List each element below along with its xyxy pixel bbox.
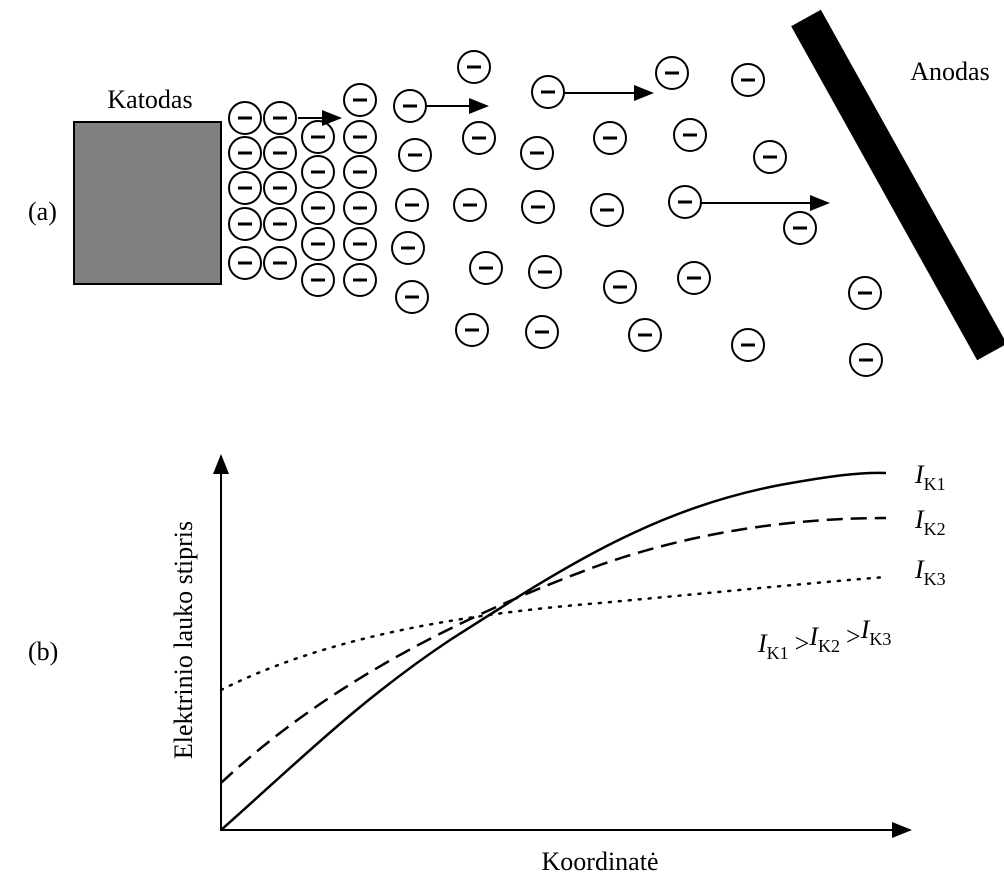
diagram: (a) Katodas Anodas (b) Elektrinio lauko … [0, 0, 1004, 879]
electron [229, 247, 261, 279]
electron [302, 228, 334, 260]
electron [229, 172, 261, 204]
electron [674, 119, 706, 151]
electron [302, 121, 334, 153]
electron [850, 344, 882, 376]
cathode [74, 122, 221, 284]
subscript: K3 [869, 629, 891, 649]
electron [264, 137, 296, 169]
electron [732, 329, 764, 361]
electron [604, 271, 636, 303]
x-axis-label: Koordinatė [542, 847, 659, 876]
operator: > [795, 629, 810, 658]
electron [229, 208, 261, 240]
panel-b: (b) Elektrinio lauko stipris Koordinatė … [28, 456, 946, 876]
curve-label: IK1 [914, 460, 946, 494]
electron [629, 319, 661, 351]
electron [454, 189, 486, 221]
y-axis-label: Elektrinio lauko stipris [169, 521, 198, 759]
electron [456, 314, 488, 346]
electron [594, 122, 626, 154]
electron [529, 256, 561, 288]
cathode-label: Katodas [107, 85, 192, 114]
subscript: K1 [767, 643, 789, 663]
electron [392, 232, 424, 264]
electron [591, 194, 623, 226]
electron [784, 212, 816, 244]
electron [522, 191, 554, 223]
electron [463, 122, 495, 154]
electron [229, 102, 261, 134]
electron [264, 172, 296, 204]
electron [849, 277, 881, 309]
electron [344, 156, 376, 188]
electron [396, 189, 428, 221]
operator: > [846, 622, 861, 651]
subscript: K3 [924, 569, 946, 589]
curve-label: IK2 [914, 505, 946, 539]
subscript: K2 [924, 519, 946, 539]
electron [344, 84, 376, 116]
relation: IK1>IK2>IK3 [757, 615, 891, 663]
panel-label: (a) [28, 197, 57, 226]
electron [302, 192, 334, 224]
curve-labels: IK1 IK2 IK3 [914, 460, 946, 589]
electrons [229, 51, 882, 376]
curve-label: IK3 [914, 555, 946, 589]
electron [394, 90, 426, 122]
panel-label: (b) [28, 637, 58, 666]
electron [229, 137, 261, 169]
electron [264, 102, 296, 134]
subscript: K2 [818, 636, 840, 656]
electron [521, 137, 553, 169]
electron [732, 64, 764, 96]
electron [302, 156, 334, 188]
electron [344, 121, 376, 153]
electron [344, 228, 376, 260]
electron [396, 281, 428, 313]
curve-k3 [221, 577, 886, 690]
electron [344, 264, 376, 296]
anode-label: Anodas [910, 57, 989, 86]
electron [399, 139, 431, 171]
electron [669, 186, 701, 218]
subscript: K1 [924, 474, 946, 494]
electron [754, 141, 786, 173]
arrows [298, 93, 828, 203]
electron [678, 262, 710, 294]
electron [264, 208, 296, 240]
electron [526, 316, 558, 348]
electron [470, 252, 502, 284]
electron [344, 192, 376, 224]
electron [532, 76, 564, 108]
electron [656, 57, 688, 89]
panel-a: (a) Katodas Anodas [28, 18, 992, 376]
electron [458, 51, 490, 83]
electron [264, 247, 296, 279]
electron [302, 264, 334, 296]
